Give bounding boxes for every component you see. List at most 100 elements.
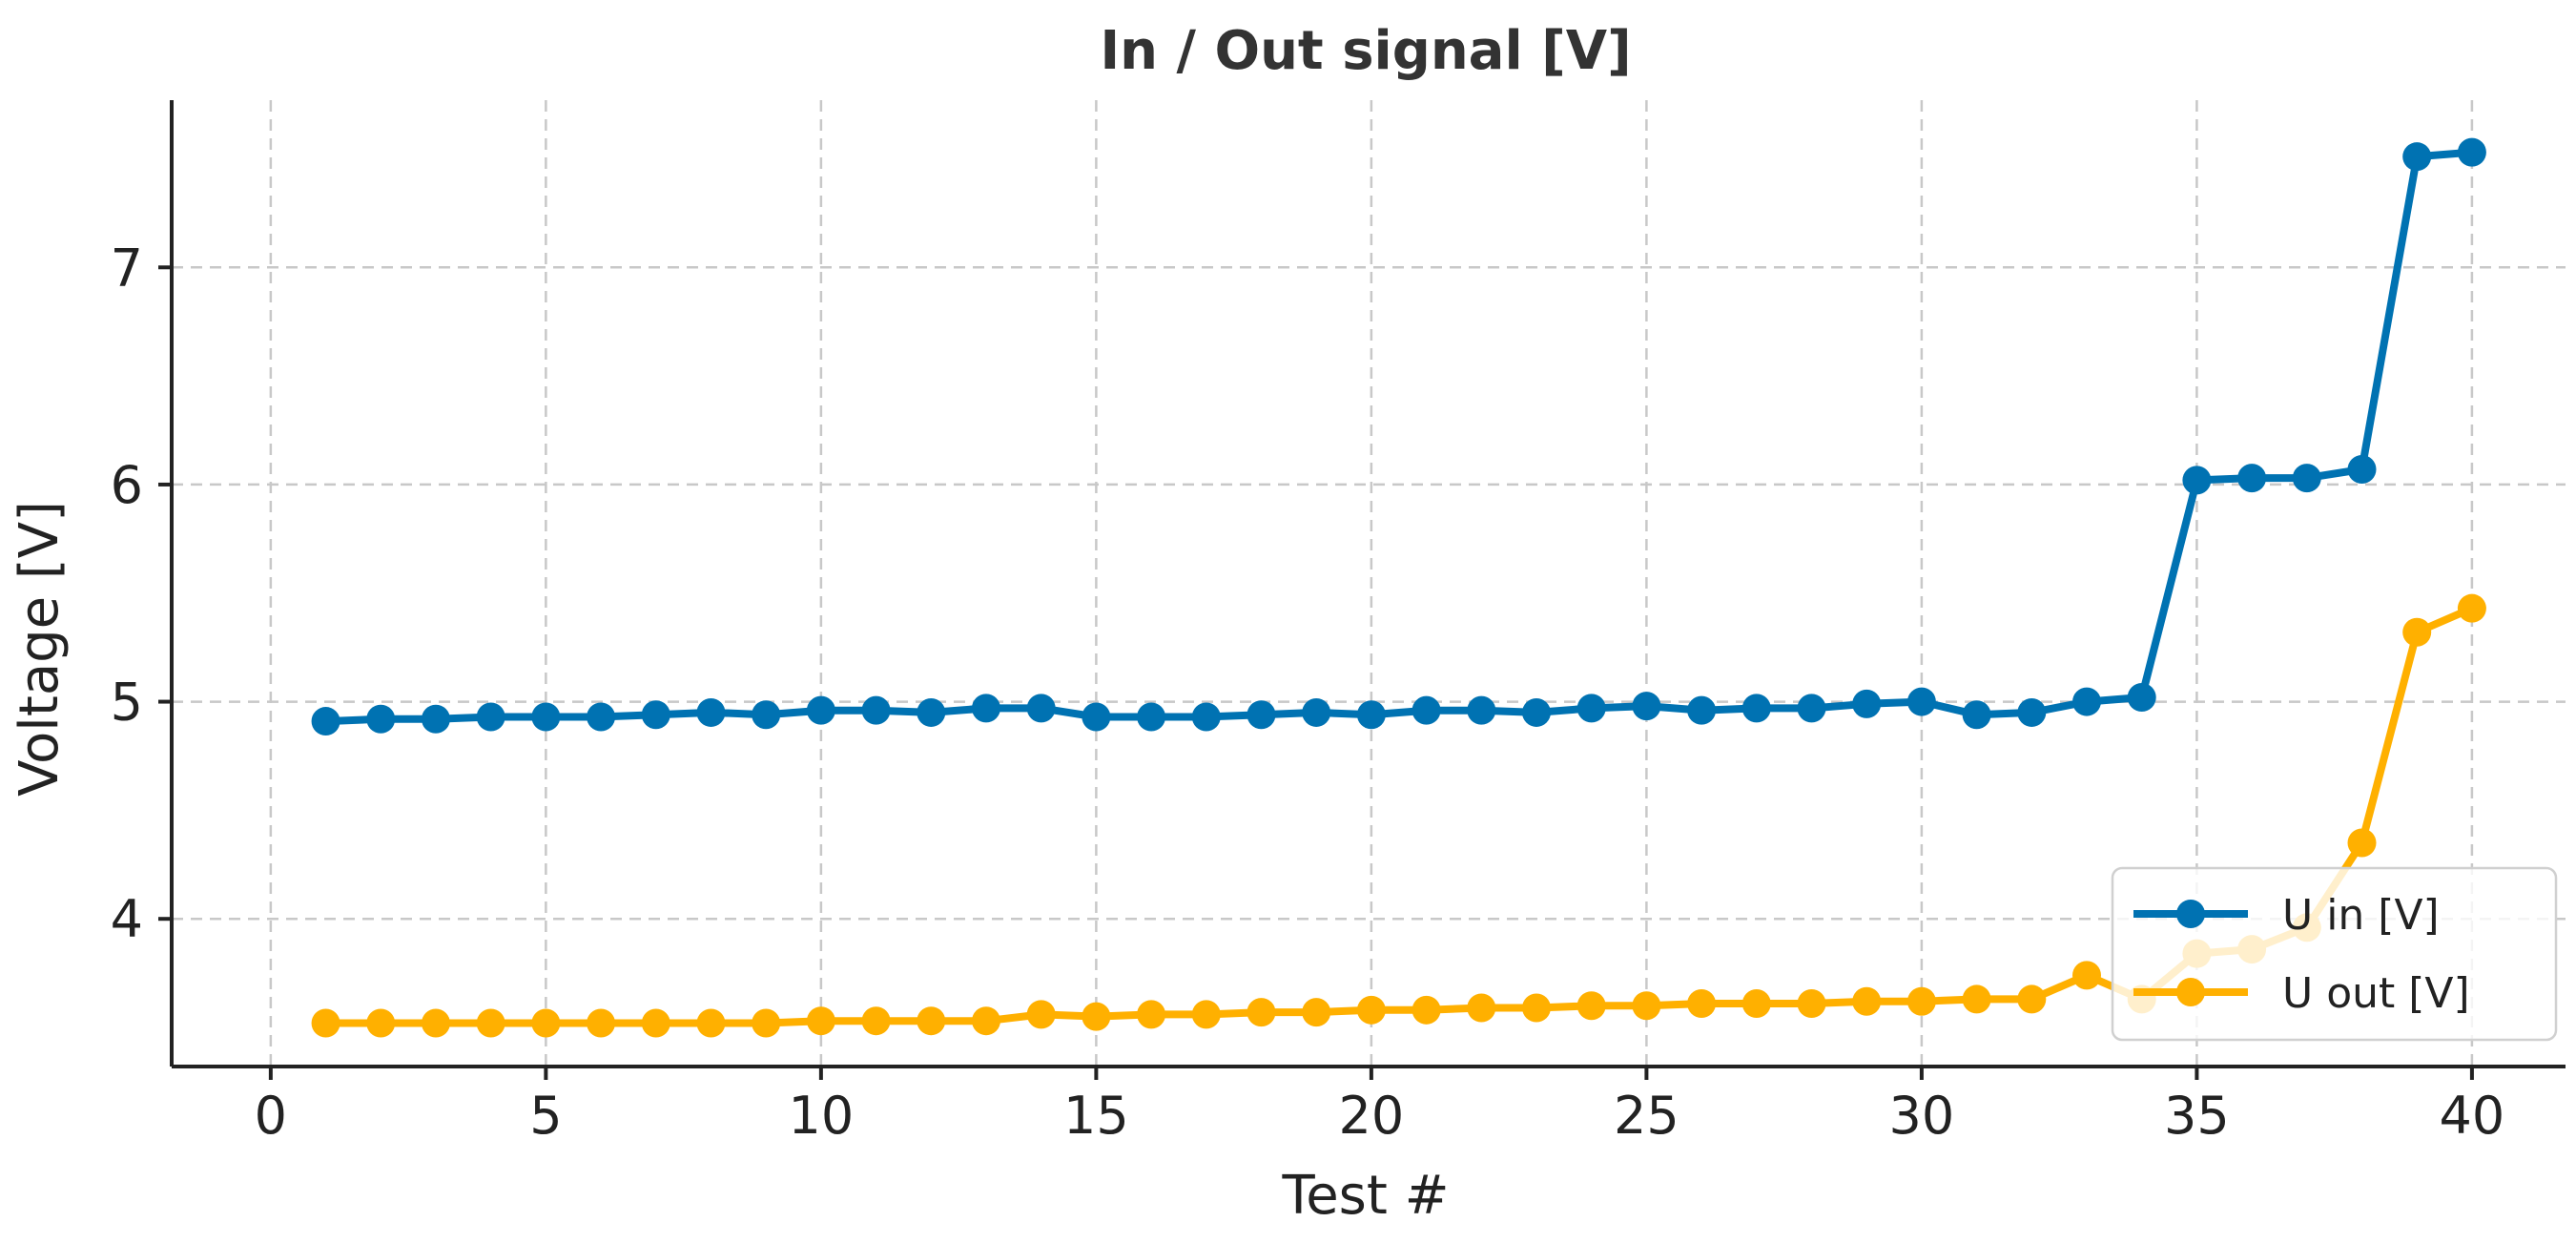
series-1-point xyxy=(1687,695,1717,725)
series-2-point xyxy=(806,1006,835,1036)
series-2-point xyxy=(1797,988,1826,1018)
series-1-point xyxy=(1852,689,1882,718)
series-1-point xyxy=(311,707,340,736)
series-1-point xyxy=(2347,454,2377,484)
series-2-point xyxy=(1577,991,1606,1021)
x-tick-label: 15 xyxy=(1063,1086,1129,1146)
series-1-point xyxy=(752,700,781,730)
series-1-point xyxy=(476,702,505,732)
x-tick-label: 20 xyxy=(1339,1086,1405,1146)
series-1-point xyxy=(421,704,450,734)
series-2-point xyxy=(1026,1000,1056,1029)
series-1-point xyxy=(2072,687,2101,716)
series-1-point xyxy=(2127,683,2156,713)
series-1-point xyxy=(2237,464,2267,493)
series-1-point xyxy=(2017,697,2047,727)
series-1-point xyxy=(1302,697,1331,727)
series-1-point xyxy=(641,700,670,730)
series-2-point xyxy=(641,1008,670,1038)
series-2-point xyxy=(366,1008,396,1038)
series-1-point xyxy=(1467,695,1496,725)
series-1-point xyxy=(1412,695,1441,725)
x-tick-label: 40 xyxy=(2440,1086,2505,1146)
series-1-point xyxy=(1356,700,1386,730)
series-2-point xyxy=(971,1006,1000,1036)
series-line-1 xyxy=(321,148,2476,726)
series-2-point xyxy=(2072,961,2101,990)
series-1-point xyxy=(2182,466,2212,495)
series-1-point xyxy=(696,697,726,727)
series-1-point xyxy=(1082,702,1111,732)
chart-title: In / Out signal [V] xyxy=(1100,20,1631,82)
series-1-point xyxy=(1577,694,1606,723)
legend: U in [V] U out [V] xyxy=(2111,866,2558,1042)
series-1-point xyxy=(1026,694,1056,723)
x-tick-label: 30 xyxy=(1889,1086,1955,1146)
x-axis-label: Test # xyxy=(1282,1165,1450,1227)
series-2-point xyxy=(917,1006,946,1036)
legend-label-1: U in [V] xyxy=(2282,891,2440,940)
series-2-point xyxy=(1521,993,1551,1023)
y-axis-label: Voltage [V] xyxy=(9,501,71,797)
series-2-point xyxy=(587,1008,616,1038)
series-2-point xyxy=(1082,1002,1111,1031)
y-tick-label: 4 xyxy=(111,889,143,949)
series-1-point xyxy=(1521,697,1551,727)
series-1-point xyxy=(917,697,946,727)
series-2-point xyxy=(2457,593,2486,623)
series-2-point xyxy=(1906,986,1936,1016)
series-2-point xyxy=(1302,998,1331,1027)
series-2-point xyxy=(2402,617,2432,647)
series-1-point xyxy=(861,695,891,725)
series-1-point xyxy=(806,695,835,725)
series-1-point xyxy=(2457,137,2486,167)
legend-marker-2 xyxy=(2176,978,2205,1006)
series-1-point xyxy=(1741,694,1771,723)
series-1-point xyxy=(1632,692,1661,721)
series-2-point xyxy=(1137,1000,1166,1029)
y-tick-label: 7 xyxy=(111,238,143,298)
series-2-point xyxy=(311,1008,340,1038)
x-tick-label: 25 xyxy=(1614,1086,1680,1146)
series-1-point xyxy=(1247,700,1276,730)
series-1-point xyxy=(1137,702,1166,732)
series-2-point xyxy=(1412,995,1441,1025)
series-2-point xyxy=(1741,988,1771,1018)
series-2-point xyxy=(696,1008,726,1038)
series-2-point xyxy=(1247,998,1276,1027)
series-2-point xyxy=(1852,986,1882,1016)
series-2-point xyxy=(476,1008,505,1038)
series-1-point xyxy=(366,704,396,734)
series-1-point xyxy=(1191,702,1221,732)
series-1-point xyxy=(1906,687,1936,716)
x-tick-label: 0 xyxy=(255,1086,287,1146)
series-1-point xyxy=(587,702,616,732)
series-2-point xyxy=(1191,1000,1221,1029)
y-tick-label: 5 xyxy=(111,673,143,733)
series-1-point xyxy=(531,702,561,732)
series-1-point xyxy=(971,694,1000,723)
series-2-point xyxy=(2017,984,2047,1014)
series-2-point xyxy=(2347,828,2377,858)
series-1-point xyxy=(1797,694,1826,723)
series-2-point xyxy=(1632,991,1661,1021)
series-2-point xyxy=(1356,995,1386,1025)
legend-label-2: U out [V] xyxy=(2282,969,2470,1018)
series-1-point xyxy=(2402,142,2432,172)
legend-marker-1 xyxy=(2176,900,2205,928)
series-2-point xyxy=(421,1008,450,1038)
series-2-point xyxy=(861,1006,891,1036)
x-tick-label: 10 xyxy=(789,1086,855,1146)
y-tick-label: 6 xyxy=(111,455,143,515)
series-1-point xyxy=(2292,464,2321,493)
series-2-point xyxy=(752,1008,781,1038)
series-2-point xyxy=(1467,993,1496,1023)
series-1-point xyxy=(1962,700,1991,730)
series-2-point xyxy=(531,1008,561,1038)
x-tick-label: 5 xyxy=(529,1086,562,1146)
x-tick-label: 35 xyxy=(2164,1086,2230,1146)
series-2-point xyxy=(1962,984,1991,1014)
